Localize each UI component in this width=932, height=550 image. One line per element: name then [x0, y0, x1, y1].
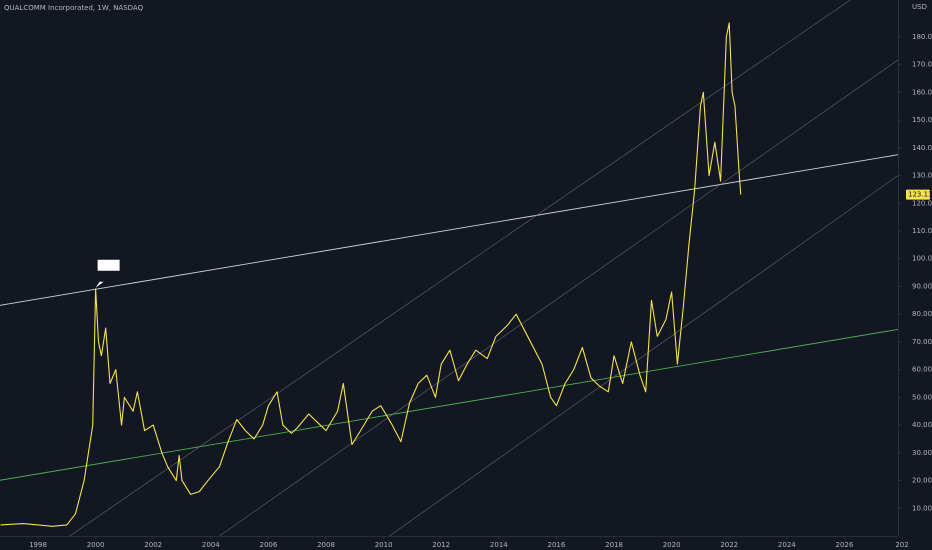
plot-area — [0, 0, 898, 536]
x-tick-label: 2024 — [778, 541, 796, 549]
peak-callout — [95, 259, 120, 288]
y-tick-label: 80.00 — [912, 310, 932, 318]
y-axis-unit: USD — [912, 3, 927, 11]
y-tick-label: 140.00 — [912, 144, 932, 152]
trend-line — [389, 175, 898, 536]
y-tick-label: 10.00 — [912, 504, 932, 512]
x-tick-label: 2006 — [260, 541, 278, 549]
x-tick-label: 2012 — [432, 541, 450, 549]
x-tick-label: 2026 — [836, 541, 854, 549]
x-tick-label: 2002 — [144, 541, 162, 549]
trend-line — [0, 154, 898, 306]
y-tick-label: 120.00 — [912, 199, 932, 207]
y-tick-label: 110.00 — [912, 227, 932, 235]
y-tick-label: 130.00 — [912, 172, 932, 180]
x-tick-label: 2016 — [548, 541, 566, 549]
price-line — [0, 22, 742, 527]
x-tick-label: 2010 — [375, 541, 393, 549]
y-tick-label: 70.00 — [912, 338, 932, 346]
trend-line — [0, 328, 898, 481]
y-tick-label: 150.00 — [912, 116, 932, 124]
y-tick-label: 50.00 — [912, 393, 932, 401]
last-price-box — [906, 189, 930, 200]
trend-line — [69, 0, 851, 536]
x-tick-label: 2014 — [490, 541, 508, 549]
x-tick-label: 2020 — [663, 541, 681, 549]
x-tick-label: 2018 — [605, 541, 623, 549]
y-tick-label: 30.00 — [912, 449, 932, 457]
x-tick-label: 1998 — [29, 541, 47, 549]
x-tick-label: 2000 — [87, 541, 105, 549]
x-tick-label: 202 — [895, 541, 908, 549]
y-tick-label: 170.00 — [912, 61, 932, 69]
y-tick-label: 60.00 — [912, 366, 932, 374]
y-tick-label: 40.00 — [912, 421, 932, 429]
y-tick-label: 90.00 — [912, 282, 932, 290]
x-tick-label: 2008 — [317, 541, 335, 549]
chart-title: QUALCOMM Incorporated, 1W, NASDAQ — [4, 4, 144, 12]
last-price-label: 123.13 — [908, 191, 932, 199]
x-tick-label: 2004 — [202, 541, 220, 549]
peak-label: 89.17 — [99, 272, 119, 280]
y-tick-label: 100.00 — [912, 255, 932, 263]
trend-line — [219, 59, 898, 536]
x-tick-label: 2022 — [720, 541, 738, 549]
y-tick-label: 160.00 — [912, 88, 932, 96]
peak-annotation: 89.17 — [95, 259, 120, 288]
y-tick-label: 20.00 — [912, 477, 932, 485]
y-tick-label: 180.00 — [912, 33, 932, 41]
